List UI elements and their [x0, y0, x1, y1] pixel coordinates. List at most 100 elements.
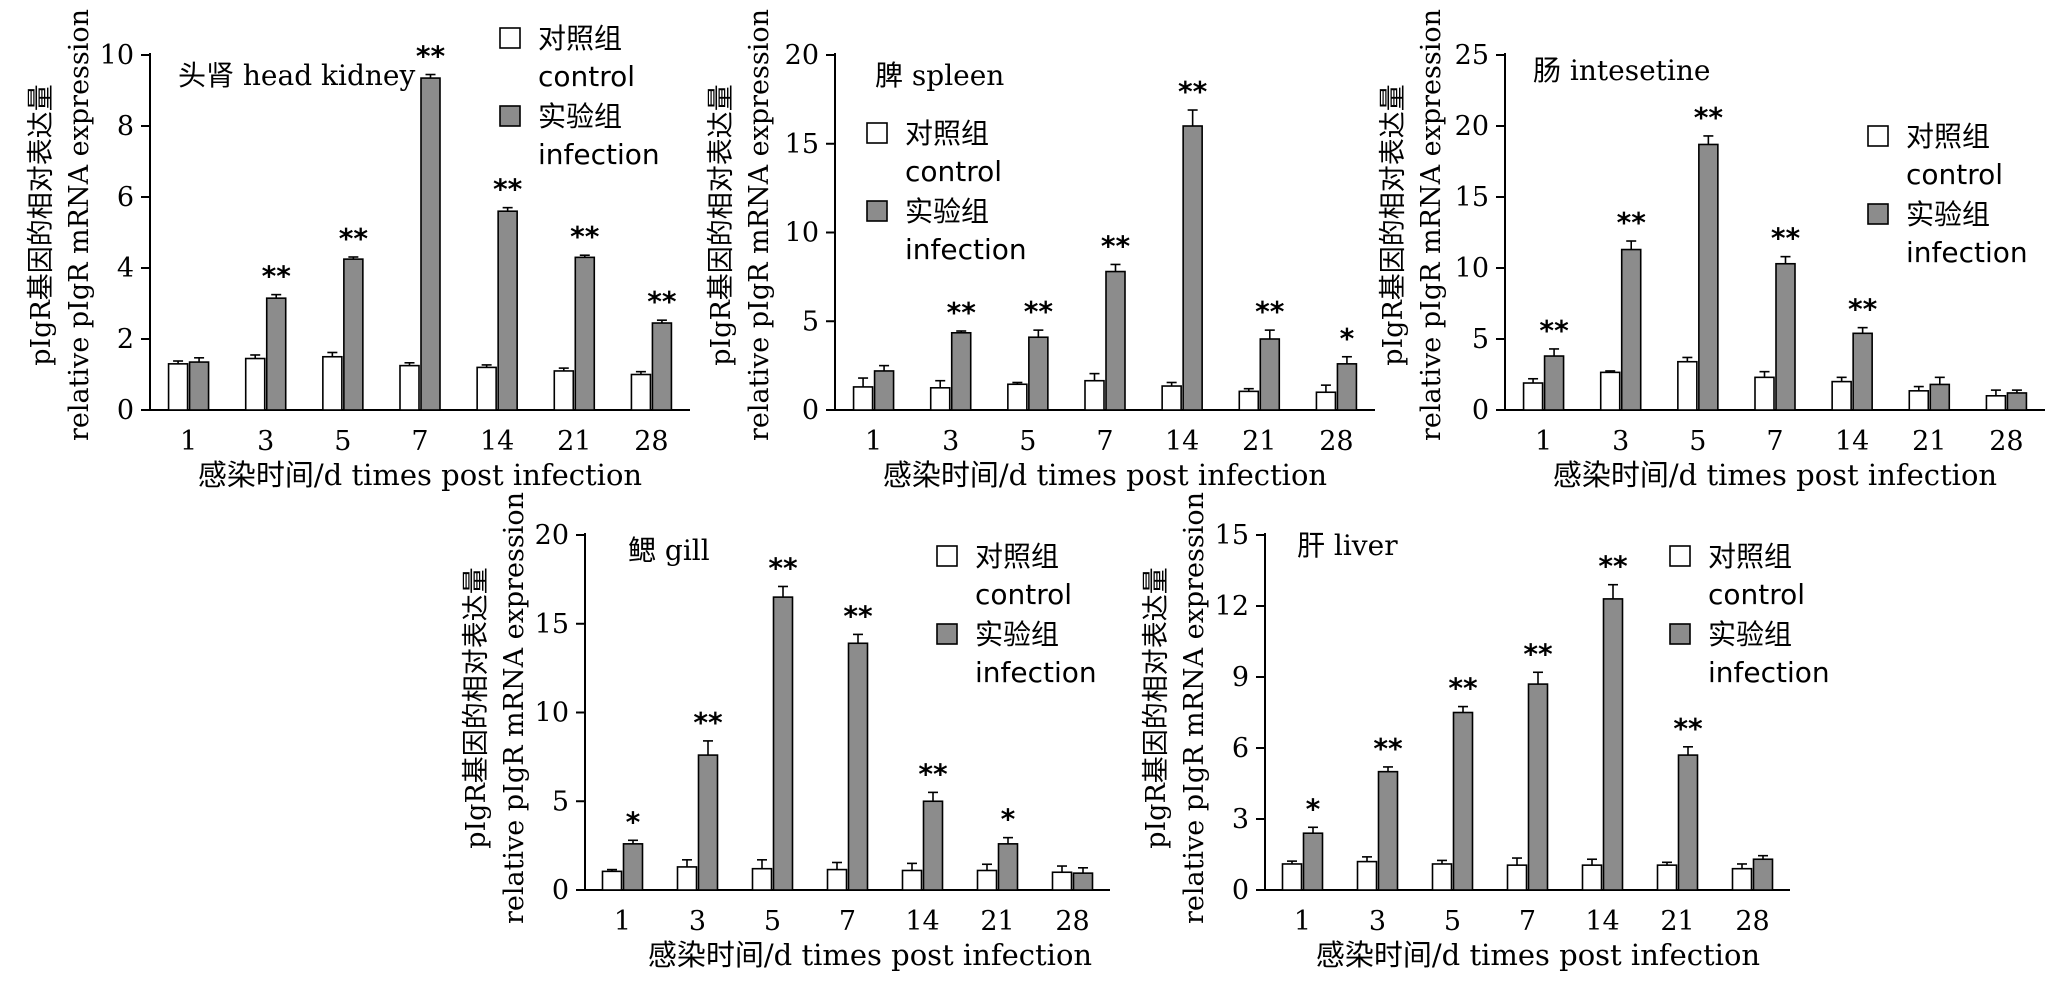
- bar-infection: [622, 843, 644, 891]
- x-tick-label: 5: [334, 426, 351, 457]
- x-tick-label: 5: [1689, 426, 1706, 457]
- x-tick-label: 14: [480, 426, 514, 457]
- bar-control: [676, 866, 698, 891]
- bar-infection: [922, 800, 944, 891]
- legend-label: 对照组: [975, 540, 1059, 573]
- bar-control: [1506, 864, 1528, 891]
- bar-infection: [1182, 125, 1203, 411]
- bar-control: [826, 868, 848, 891]
- bar-control: [630, 373, 652, 411]
- legend-swatch-infection: [1669, 623, 1691, 645]
- significance-mark: **: [1178, 75, 1208, 108]
- legend: 对照组 control 实验组 infection: [936, 540, 1097, 689]
- bar-infection: [1259, 338, 1281, 411]
- bar-control: [1356, 860, 1378, 891]
- legend: 对照组 control 实验组 infection: [866, 117, 1027, 266]
- y-axis-title-cn: pIgR基因的相对表达量: [1378, 84, 1409, 366]
- bar-infection: [997, 843, 1019, 891]
- significance-mark: **: [1539, 314, 1569, 347]
- legend-swatch-control: [936, 545, 958, 567]
- significance-mark: **: [1255, 295, 1285, 328]
- y-axis-title-en: relative pIgR mRNA expression: [744, 9, 775, 441]
- x-tick-label: 7: [1766, 426, 1783, 457]
- x-tick-label: 21: [1242, 426, 1276, 457]
- bar-infection: [343, 258, 364, 411]
- chart-panel-4: 0 5 10 15 20 1 * 3 ** 5 ** 7 ** 14 ** 21 * 28 鳃 gill 对照组 con…: [461, 492, 1110, 972]
- significance-mark: **: [843, 599, 873, 632]
- legend-label: infection: [1708, 656, 1830, 689]
- y-tick-label: 5: [1472, 324, 1489, 355]
- panel-title: 肠 intesetine: [1533, 54, 1710, 87]
- bar-control: [1051, 871, 1073, 891]
- bar-control: [1754, 376, 1775, 411]
- x-tick-label: 21: [980, 906, 1014, 937]
- y-tick-label: 25: [1455, 40, 1489, 71]
- bar-control: [601, 870, 623, 891]
- y-tick-label: 15: [785, 129, 819, 160]
- significance-mark: **: [1771, 222, 1801, 255]
- bar-infection: [1775, 262, 1796, 411]
- bar-control: [1599, 371, 1621, 411]
- significance-mark: **: [1523, 637, 1553, 670]
- bar-infection: [1072, 872, 1094, 891]
- y-tick-label: 10: [785, 218, 819, 249]
- x-tick-label: 3: [257, 426, 274, 457]
- bar-control: [852, 386, 874, 411]
- x-tick-label: 3: [1369, 906, 1386, 937]
- y-axis-title-en: relative pIgR mRNA expression: [1179, 492, 1210, 924]
- y-tick-label: 10: [1455, 253, 1489, 284]
- bar-control: [976, 869, 998, 891]
- significance-mark: **: [262, 260, 292, 293]
- x-tick-label: 28: [1055, 906, 1089, 937]
- x-tick-label: 21: [1912, 426, 1946, 457]
- legend-swatch-infection: [1867, 203, 1889, 225]
- x-tick-label: 1: [1294, 906, 1311, 937]
- y-axis-title-cn: pIgR基因的相对表达量: [461, 567, 492, 849]
- bar-control: [1731, 867, 1753, 891]
- legend-swatch-infection: [866, 200, 888, 222]
- legend-label: 对照组: [1708, 540, 1792, 573]
- x-axis-title: 感染时间/d times post infection: [198, 458, 642, 492]
- legend-swatch-infection: [499, 105, 521, 127]
- x-tick-label: 7: [411, 426, 428, 457]
- legend-label: 实验组: [538, 100, 622, 133]
- x-tick-label: 28: [634, 426, 668, 457]
- bar-infection: [1028, 336, 1049, 411]
- legend-label: 实验组: [1906, 198, 1990, 231]
- chart-panel-2: 0 5 10 15 20 1 3 ** 5 ** 7 ** 14 ** 21 ** 28 * 脾 spleen 对照组…: [706, 9, 1375, 492]
- x-tick-label: 3: [689, 906, 706, 937]
- bar-infection: [1105, 270, 1126, 411]
- legend: 对照组 control 实验组 infection: [1867, 120, 2028, 269]
- legend-swatch-control: [1867, 125, 1889, 147]
- legend-label: 实验组: [1708, 618, 1792, 651]
- bar-control: [399, 364, 420, 411]
- x-tick-label: 14: [1165, 426, 1199, 457]
- bar-control: [476, 366, 497, 411]
- significance-mark: *: [1001, 803, 1016, 836]
- y-axis-title-en: relative pIgR mRNA expression: [64, 9, 95, 441]
- x-tick-label: 3: [942, 426, 959, 457]
- bar-control: [751, 867, 773, 891]
- y-tick-label: 4: [117, 253, 134, 284]
- y-tick-label: 0: [117, 395, 134, 426]
- y-tick-label: 15: [1215, 520, 1249, 551]
- legend-label: 对照组: [905, 117, 989, 150]
- y-tick-label: 10: [100, 40, 134, 71]
- x-tick-label: 1: [180, 426, 197, 457]
- significance-mark: **: [947, 296, 977, 329]
- bar-infection: [1377, 770, 1399, 891]
- significance-mark: **: [1373, 732, 1403, 765]
- panel-title: 脾 spleen: [875, 59, 1004, 92]
- x-tick-label: 28: [1735, 906, 1769, 937]
- x-tick-label: 7: [1519, 906, 1536, 937]
- bar-infection: [188, 361, 210, 411]
- panel-title: 头肾 head kidney: [178, 59, 415, 92]
- y-tick-label: 0: [1232, 875, 1249, 906]
- x-axis-title: 感染时间/d times post infection: [883, 458, 1327, 492]
- y-axis-title-cn: pIgR基因的相对表达量: [706, 84, 737, 366]
- bar-infection: [574, 256, 596, 411]
- chart-panel-3: 0 5 10 15 20 25 1 ** 3 ** 5 ** 7 ** 14 ** 21 28 肠 inteseti…: [1378, 9, 2045, 492]
- bar-infection: [873, 370, 895, 411]
